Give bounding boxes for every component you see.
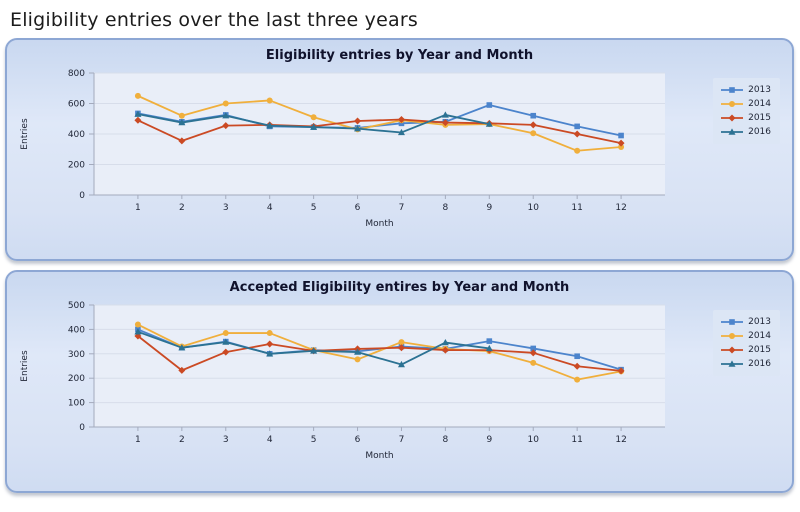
svg-text:600: 600 [67,100,84,110]
svg-text:300: 300 [67,350,84,360]
page-title: Eligibility entries over the last three … [10,9,418,31]
chart-legend: 2013 2014 2015 2016 [713,78,780,144]
legend-line-marker-icon [721,128,744,135]
svg-text:9: 9 [486,435,492,445]
svg-text:2: 2 [178,435,184,445]
legend-item-2015: 2015 [720,111,771,125]
svg-text:0: 0 [79,423,85,433]
svg-text:12: 12 [615,203,626,213]
svg-text:10: 10 [527,203,539,213]
legend-item-2014: 2014 [720,97,771,111]
legend-label: 2015 [748,113,771,123]
svg-text:400: 400 [67,130,84,140]
svg-text:7: 7 [398,435,404,445]
legend-label: 2013 [748,317,771,327]
legend-item-2013: 2013 [720,315,771,329]
svg-text:11: 11 [571,203,582,213]
legend-item-2015: 2015 [720,343,771,357]
chart-legend: 2013 2014 2015 2016 [713,310,780,376]
svg-text:0: 0 [79,191,85,201]
svg-text:6: 6 [354,203,360,213]
legend-label: 2015 [748,345,771,355]
svg-text:5: 5 [310,203,316,213]
svg-text:2: 2 [178,203,184,213]
svg-text:400: 400 [67,325,84,335]
legend-item-2016: 2016 [720,125,771,139]
svg-text:100: 100 [67,399,84,409]
svg-text:Month: Month [365,451,393,461]
legend-line-marker-icon [721,360,744,367]
legend-item-2013: 2013 [720,83,771,97]
legend-line-marker-icon [721,346,744,354]
legend-label: 2016 [748,127,771,137]
svg-text:4: 4 [266,203,272,213]
chart-title: Accepted Eligibility entires by Year and… [229,280,570,295]
legend-label: 2013 [748,85,771,95]
svg-text:9: 9 [486,203,492,213]
chart-panel-eligibility-entries: Eligibility entries by Year and Month 0 2… [5,38,794,261]
legend-label: 2014 [748,99,771,109]
svg-text:Entries: Entries [20,350,30,382]
legend-line-marker-icon [721,114,744,122]
chart-panel-accepted-eligibility-entries: Accepted Eligibility entires by Year and… [5,270,794,493]
legend-label: 2016 [748,359,771,369]
legend-line-marker-icon [721,319,744,325]
svg-text:4: 4 [266,435,272,445]
legend-item-2016: 2016 [720,357,771,371]
svg-text:800: 800 [67,69,84,79]
legend-line-marker-icon [721,87,744,93]
svg-text:Entries: Entries [20,118,30,150]
svg-text:10: 10 [527,435,539,445]
legend-line-marker-icon [721,101,744,107]
svg-text:500: 500 [67,301,84,311]
svg-text:Month: Month [365,219,393,229]
svg-text:3: 3 [222,435,228,445]
svg-text:11: 11 [571,435,582,445]
svg-text:8: 8 [442,435,448,445]
legend-label: 2014 [748,331,771,341]
svg-text:1: 1 [135,435,141,445]
legend-line-marker-icon [721,333,744,339]
svg-text:7: 7 [398,203,404,213]
svg-text:8: 8 [442,203,448,213]
svg-text:6: 6 [354,435,360,445]
chart-title: Eligibility entries by Year and Month [265,48,534,63]
svg-text:5: 5 [310,435,316,445]
svg-text:200: 200 [67,374,84,384]
svg-text:200: 200 [67,161,84,171]
svg-text:12: 12 [615,435,626,445]
svg-text:3: 3 [222,203,228,213]
legend-item-2014: 2014 [720,329,771,343]
svg-text:1: 1 [135,203,141,213]
